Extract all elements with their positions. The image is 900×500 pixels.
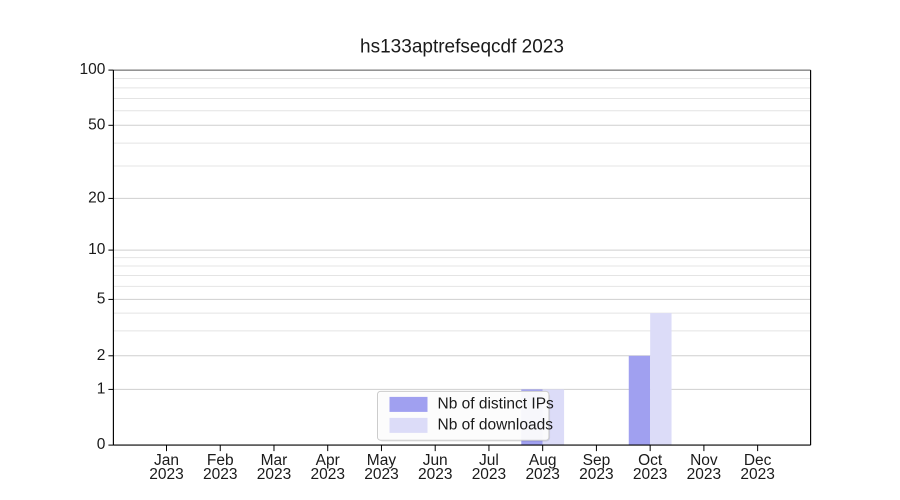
svg-text:Nb of distinct IPs: Nb of distinct IPs (438, 395, 555, 412)
svg-text:2023: 2023 (579, 466, 613, 483)
svg-text:2: 2 (97, 347, 106, 364)
svg-text:2023: 2023 (257, 466, 291, 483)
svg-text:2023: 2023 (149, 466, 183, 483)
svg-text:2023: 2023 (633, 466, 667, 483)
svg-text:2023: 2023 (203, 466, 237, 483)
svg-text:2023: 2023 (472, 466, 506, 483)
svg-text:Nb of downloads: Nb of downloads (438, 416, 554, 433)
svg-text:2023: 2023 (310, 466, 344, 483)
svg-text:1: 1 (97, 380, 106, 397)
svg-text:5: 5 (97, 290, 106, 307)
svg-text:2023: 2023 (525, 466, 559, 483)
svg-text:2023: 2023 (740, 466, 774, 483)
svg-text:2023: 2023 (687, 466, 721, 483)
svg-text:2023: 2023 (364, 466, 398, 483)
svg-text:100: 100 (80, 61, 106, 78)
svg-text:2023: 2023 (418, 466, 452, 483)
svg-text:10: 10 (88, 241, 106, 258)
svg-text:20: 20 (88, 189, 106, 206)
svg-text:50: 50 (88, 116, 106, 133)
svg-text:hs133aptrefseqcdf 2023: hs133aptrefseqcdf 2023 (360, 37, 564, 58)
svg-text:0: 0 (97, 436, 106, 453)
